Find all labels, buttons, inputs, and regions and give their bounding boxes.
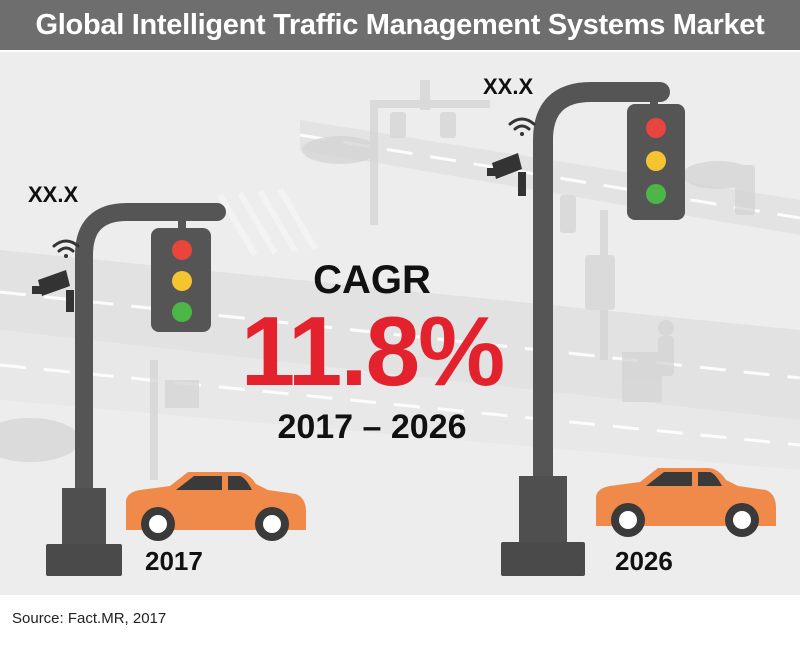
period-label: 2017 – 2026: [277, 408, 467, 446]
year-2026: 2026: [615, 546, 673, 576]
car-icon: [126, 472, 306, 541]
page-title: Global Intelligent Traffic Management Sy…: [35, 9, 765, 41]
cctv-camera-icon: [32, 270, 74, 312]
title-bar: Global Intelligent Traffic Management Sy…: [0, 0, 800, 52]
wifi-icon: [508, 117, 536, 136]
left-traffic-light: [46, 203, 226, 576]
wifi-icon: [52, 239, 80, 258]
car-icon: [596, 468, 776, 537]
cagr-value: 11.8%: [240, 296, 505, 406]
source-label: Source:: [12, 610, 64, 627]
year-2017: 2017: [145, 546, 203, 576]
source-value: Fact.MR, 2017: [67, 610, 167, 627]
value-2017: XX.X: [28, 182, 79, 207]
right-traffic-light: [501, 82, 685, 576]
value-2026: XX.X: [483, 74, 534, 99]
cagr-label: CAGR: [313, 258, 431, 302]
cctv-camera-icon: [487, 153, 526, 196]
source-note: Source: Fact.MR, 2017: [12, 610, 166, 627]
